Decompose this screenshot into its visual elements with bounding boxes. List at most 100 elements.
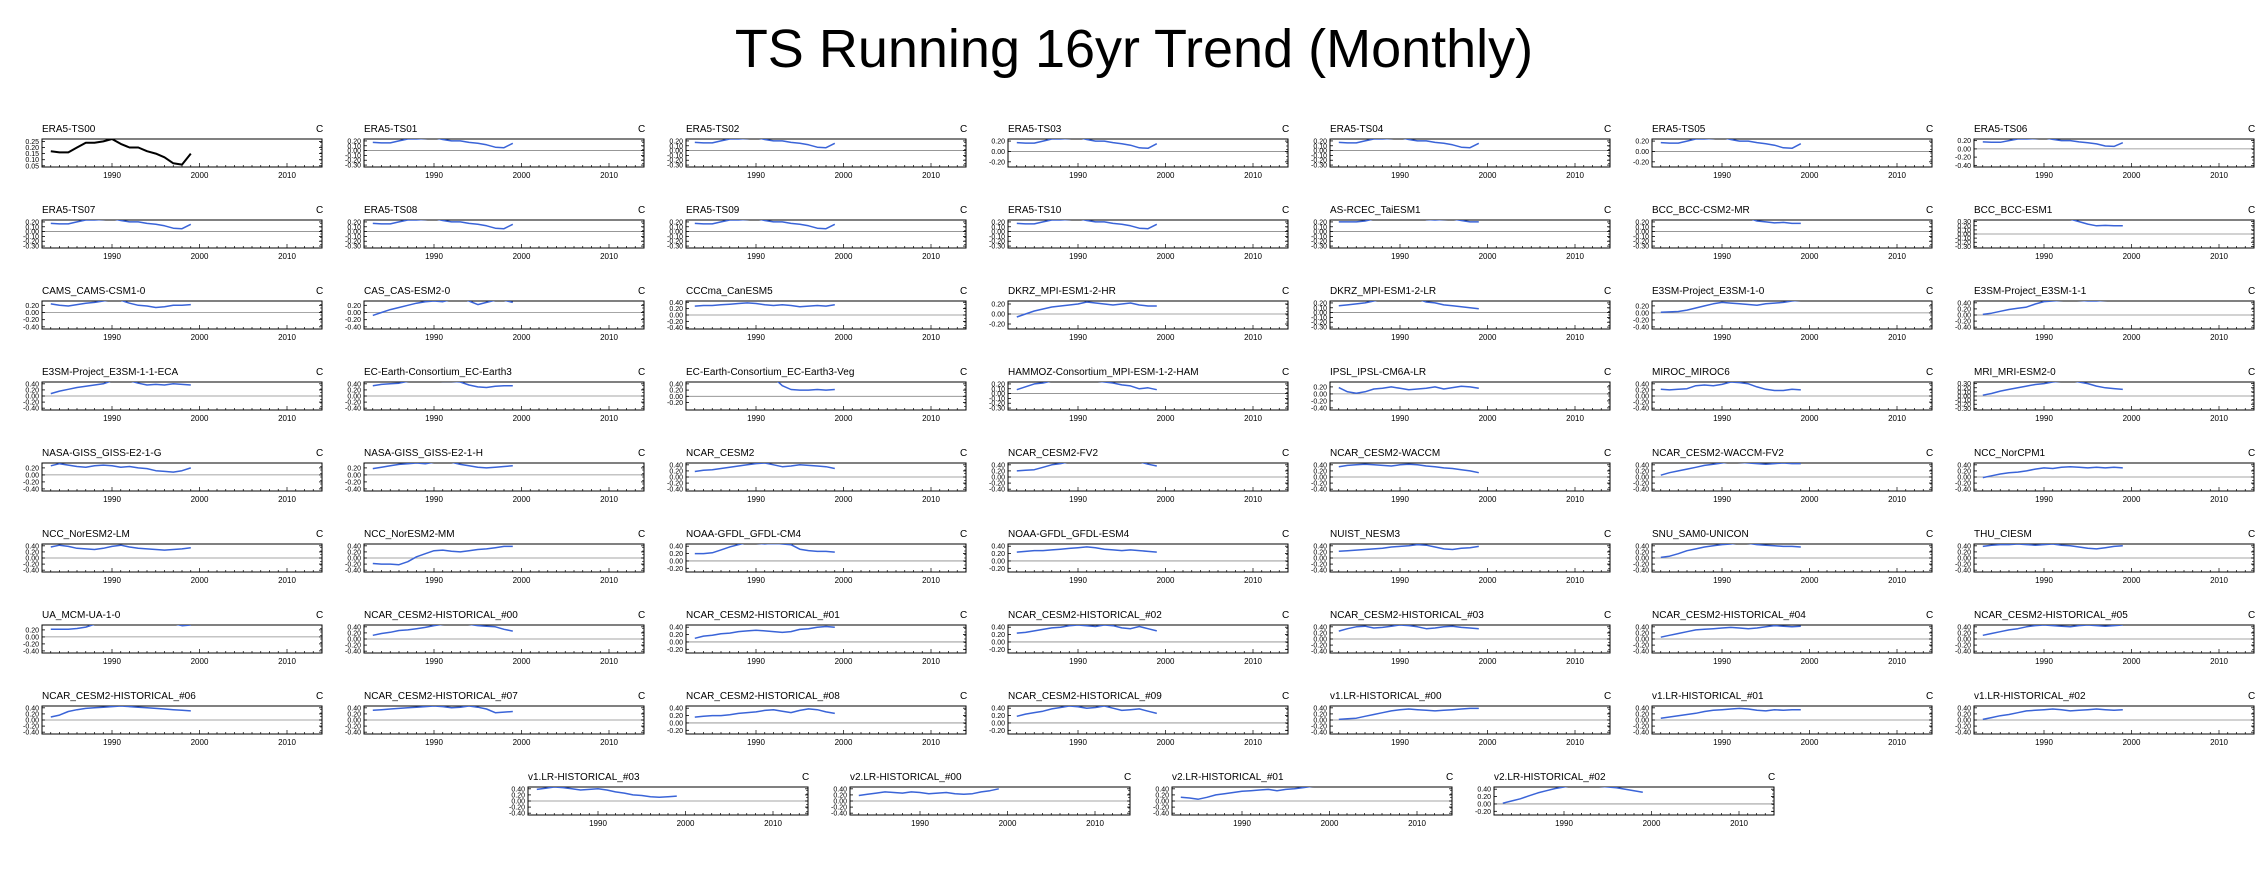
panel-title: ERA5-TS03 [1008,124,1062,135]
x-tick-label: 2010 [1566,414,1584,423]
y-tick-label: 0.00 [1313,148,1327,155]
x-tick-label: 2000 [835,333,853,342]
x-tick-label: 1990 [1391,333,1409,342]
x-tick-label: 1990 [747,414,765,423]
series-line [50,382,191,395]
series-line [1982,708,2123,721]
series-line [694,708,835,718]
panel-title: v1.LR-HISTORICAL_#01 [1652,691,1764,702]
panel-miroc-miroc6: MIROC_MIROC6 C -0.40-0.200.000.200.40 1990 2… [1633,367,1933,423]
panel-ncar-cesm2-historical-08: NCAR_CESM2-HISTORICAL_#08 C -0.200.000.200… [667,691,967,747]
series-line [1660,463,1801,476]
x-tick-label: 2000 [1801,738,1819,747]
panel-title: NCC_NorESM2-MM [364,529,455,540]
y-tick-label: -0.20 [1955,562,1971,569]
x-tick-label: 2010 [1244,333,1262,342]
x-tick-label: 2010 [278,414,296,423]
y-tick-label: 0.40 [1635,462,1649,469]
series-line [1016,139,1158,150]
x-tick-label: 2000 [191,657,209,666]
series-line [694,463,835,473]
panel-title: CAMS_CAMS-CSM1-0 [42,286,146,297]
x-tick-label: 1990 [425,495,443,504]
x-tick-label: 2010 [600,495,618,504]
panel-ncar-cesm2-waccm: NCAR_CESM2-WACCM C -0.40-0.200.000.200.40 1… [1311,448,1611,504]
y-tick-label: -0.40 [1633,568,1649,575]
panel-unit: C [2248,367,2255,378]
y-tick-label: -0.30 [989,406,1005,413]
x-tick-label: 2000 [2123,495,2141,504]
x-tick-label: 2010 [278,171,296,180]
x-tick-label: 2000 [1801,252,1819,261]
panel-era5-ts06: ERA5-TS06 C -0.40-0.20 0.000.20 1990 2000 2010 [1955,124,2255,180]
x-tick-label: 2010 [764,819,782,828]
panel-title: ERA5-TS08 [364,205,418,216]
x-tick-label: 1990 [1069,495,1087,504]
panel-unit: C [1282,448,1289,459]
panel-title: E3SM-Project_E3SM-1-0 [1652,286,1765,297]
y-tick-label: 0.00 [1957,146,1971,153]
panel-unit: C [638,286,645,297]
panel-title: v1.LR-HISTORICAL_#00 [1330,691,1442,702]
panel-title: NCAR_CESM2-HISTORICAL_#09 [1008,691,1162,702]
panel-era5-ts00: ERA5-TS00 C 0.050.100.150.200.25 1990 2000 20… [25,124,323,180]
x-tick-label: 2000 [677,819,695,828]
panel-title: ERA5-TS01 [364,124,418,135]
panel-unit: C [802,772,809,783]
panel-title: v2.LR-HISTORICAL_#01 [1172,772,1284,783]
series-line [1338,385,1479,394]
panel-unit: C [960,367,967,378]
y-tick-label: -0.20 [667,239,683,246]
y-tick-label: 0.40 [25,705,39,712]
panel-title: BCC_BCC-CSM2-MR [1652,205,1750,216]
y-tick-label: 0.00 [25,634,39,641]
panel-unit: C [1926,610,1933,621]
series-line [1338,625,1479,632]
y-tick-label: -0.20 [345,400,361,407]
panel-title: NCAR_CESM2-HISTORICAL_#03 [1330,610,1484,621]
x-tick-label: 1990 [1069,414,1087,423]
y-tick-label: 0.00 [25,718,39,725]
x-tick-label: 2000 [191,171,209,180]
x-tick-label: 2010 [278,252,296,261]
panel-dkrz-mpi-esm1-2-hr: DKRZ_MPI-ESM1-2-HR C -0.20 0.00 0.20 1990 2000… [989,286,1289,342]
x-tick-label: 2010 [600,414,618,423]
x-tick-label: 2010 [1888,495,1906,504]
y-tick-label: 0.00 [1957,232,1971,239]
panel-unit: C [1282,124,1289,135]
y-tick-label: 0.10 [25,224,39,231]
panel-era5-ts05: ERA5-TS05 C -0.20 0.00 0.20 1990 2000 2010 [1633,124,1933,180]
y-tick-label: 0.30 [1957,381,1971,388]
x-tick-label: 1990 [2035,414,2053,423]
x-tick-label: 2010 [1730,819,1748,828]
panel-unit: C [960,610,967,621]
x-tick-label: 2000 [1157,657,1175,666]
y-tick-label: -0.30 [1311,325,1327,332]
plot-frame [1651,138,1933,168]
x-tick-label: 2000 [2123,171,2141,180]
series-line [372,706,513,714]
series-line [372,463,513,470]
x-tick-label: 1990 [1391,576,1409,585]
y-tick-label: -0.40 [831,811,847,818]
y-tick-label: 0.20 [25,549,39,556]
y-tick-label: -0.10 [1955,398,1971,405]
y-tick-label: -0.20 [989,566,1005,573]
x-tick-label: 2000 [2123,576,2141,585]
y-tick-label: 0.20 [1313,630,1327,637]
y-tick-label: -0.20 [23,317,39,324]
x-tick-label: 2010 [2210,738,2228,747]
panel-unit: C [638,691,645,702]
x-tick-label: 1990 [747,738,765,747]
x-tick-label: 2000 [2123,738,2141,747]
panel-title: IPSL_IPSL-CM6A-LR [1330,367,1426,378]
x-tick-label: 1990 [1233,819,1251,828]
y-tick-label: 0.20 [1635,387,1649,394]
x-tick-label: 1990 [2035,495,2053,504]
y-tick-label: 0.00 [25,310,39,317]
y-tick-label: 0.00 [991,391,1005,398]
y-tick-label: 0.20 [1313,549,1327,556]
y-tick-label: 0.40 [1957,462,1971,469]
y-tick-label: 0.20 [1313,468,1327,475]
x-tick-label: 2010 [600,333,618,342]
